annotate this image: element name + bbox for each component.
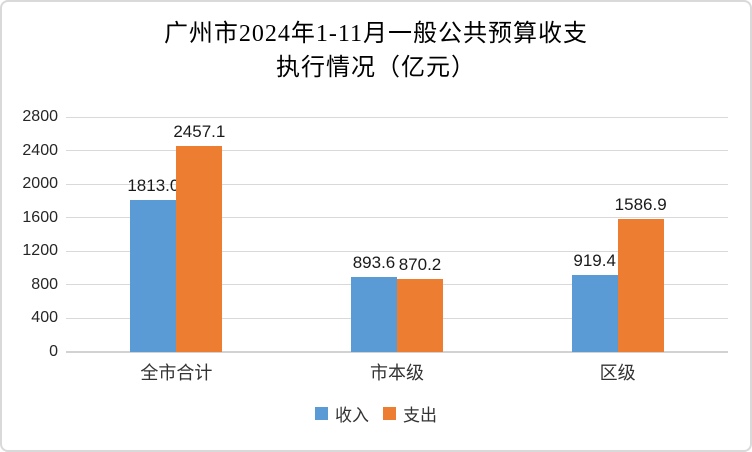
chart-title-line1: 广州市2024年1-11月一般公共预算收支: [163, 21, 589, 47]
y-axis-tick-label: 2400: [22, 141, 58, 159]
y-axis-tick-label: 1600: [22, 208, 58, 226]
legend-item-income: 收入: [315, 401, 369, 426]
legend-color-swatch-income: [315, 407, 328, 420]
chart-title-line2: 执行情况（亿元）: [276, 55, 476, 81]
data-label-expenditure: 2457.1: [173, 121, 226, 141]
y-axis-tick-label: 2000: [22, 175, 58, 193]
legend-item-expenditure: 支出: [383, 401, 437, 426]
y-axis-tick-label: 400: [31, 309, 58, 327]
bar-expenditure: [176, 145, 223, 352]
legend: 收入 支出: [0, 401, 752, 426]
legend-label-expenditure: 支出: [403, 406, 437, 425]
gridline: [66, 217, 728, 219]
x-axis-category-label: 全市合计: [140, 363, 213, 383]
gridline: [66, 116, 728, 118]
data-label-income: 893.6: [352, 253, 396, 272]
bar-income: [571, 274, 618, 352]
data-label-expenditure: 870.2: [398, 254, 442, 274]
bar-expenditure: [397, 278, 443, 352]
y-axis-tick-label: 1200: [22, 242, 58, 260]
legend-label-income: 收入: [335, 406, 369, 425]
bar-income: [130, 199, 177, 352]
x-axis-line: [66, 351, 728, 353]
legend-color-swatch-expenditure: [383, 407, 396, 420]
bar-income: [351, 277, 397, 352]
y-axis-tick-label: 800: [31, 275, 58, 293]
x-axis-category-label: 市本级: [370, 363, 424, 383]
gridline: [66, 250, 728, 252]
gridline: [66, 150, 728, 152]
y-axis-tick-label: 2800: [22, 108, 58, 125]
data-label-income: 1813.0: [127, 175, 180, 195]
data-label-income: 919.4: [573, 250, 616, 270]
chart-title: 广州市2024年1-11月一般公共预算收支 执行情况（亿元）: [0, 17, 752, 85]
data-label-expenditure: 1586.9: [614, 194, 667, 214]
x-axis-category-label: 区级: [599, 363, 636, 383]
bar-expenditure: [617, 218, 664, 352]
y-axis-tick-label: 0: [49, 343, 58, 360]
gridline: [66, 183, 728, 185]
